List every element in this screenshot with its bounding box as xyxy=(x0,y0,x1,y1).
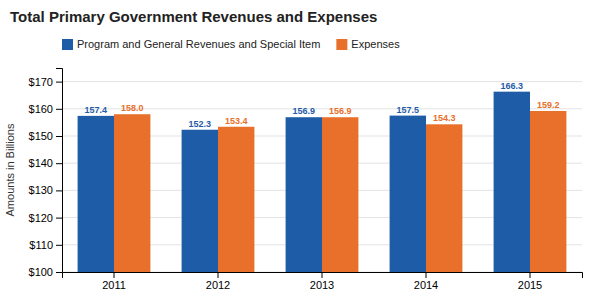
legend-swatch xyxy=(62,39,73,50)
x-tick-mark xyxy=(530,272,531,278)
y-tick: $120 xyxy=(29,212,62,224)
bar xyxy=(78,116,114,272)
x-tick-mark xyxy=(114,272,115,278)
x-tick-label: 2013 xyxy=(310,279,334,291)
y-tick-label: $110 xyxy=(29,239,53,251)
y-axis-title: Amounts in Billions xyxy=(4,123,16,216)
data-label: 154.3 xyxy=(433,113,456,123)
bar xyxy=(494,92,530,272)
x-tick-mark xyxy=(218,272,219,278)
y-tick: $130 xyxy=(29,184,62,196)
y-tick: $110 xyxy=(29,239,62,251)
y-tick-label: $100 xyxy=(29,266,53,278)
bar xyxy=(530,111,566,272)
y-axis: $100 $110 $120 $130 $140 $150 $160 $170 xyxy=(29,69,63,279)
legend: Program and General Revenues and Special… xyxy=(62,38,400,50)
x-axis: 2011 2012 2013 2014 2015 xyxy=(63,272,583,291)
y-tick: $160 xyxy=(29,103,62,115)
y-tick-label: $160 xyxy=(29,103,53,115)
x-tick-mark xyxy=(426,272,427,278)
x-tick: 2014 xyxy=(414,272,438,291)
title: Total Primary Government Revenues and Ex… xyxy=(10,8,377,25)
y-tick-mark xyxy=(56,272,62,273)
legend-item: Expenses xyxy=(336,38,400,50)
y-tick-mark xyxy=(56,136,62,137)
y-tick-mark xyxy=(56,218,62,219)
y-tick-mark xyxy=(56,82,62,83)
y-tick: $170 xyxy=(29,76,62,88)
data-label: 159.2 xyxy=(537,100,560,110)
y-tick: $100 xyxy=(29,266,62,278)
bar xyxy=(182,130,218,272)
chart: Total Primary Government Revenues and Ex… xyxy=(0,0,594,300)
legend-label: Expenses xyxy=(351,38,400,50)
y-tick: $150 xyxy=(29,130,62,142)
data-label: 156.9 xyxy=(293,106,316,116)
x-tick-label: 2014 xyxy=(414,279,438,291)
y-tick-label: $140 xyxy=(29,157,53,169)
x-axis-line xyxy=(63,273,583,279)
legend-label: Program and General Revenues and Special… xyxy=(77,38,320,50)
y-axis-line xyxy=(56,69,63,273)
y-tick-mark xyxy=(56,109,62,110)
bar xyxy=(426,124,462,272)
bar xyxy=(114,114,150,272)
grid xyxy=(62,82,582,272)
data-label: 157.5 xyxy=(397,105,420,115)
data-label: 156.9 xyxy=(329,106,352,116)
bar xyxy=(218,127,254,272)
y-tick-label: $170 xyxy=(29,76,53,88)
y-tick-label: $130 xyxy=(29,184,53,196)
y-tick-mark xyxy=(56,163,62,164)
y-tick: $140 xyxy=(29,157,62,169)
x-tick: 2011 xyxy=(102,272,126,291)
legend-swatch xyxy=(336,39,347,50)
bar xyxy=(322,117,358,272)
plot: $100 $110 $120 $130 $140 $150 $160 $170 2011 2012… xyxy=(29,69,583,291)
bar xyxy=(286,117,322,272)
data-label: 158.0 xyxy=(121,103,144,113)
data-label: 166.3 xyxy=(501,81,524,91)
bar xyxy=(390,116,426,272)
x-tick-mark xyxy=(322,272,323,278)
x-tick-label: 2011 xyxy=(102,279,126,291)
bar-series xyxy=(78,92,530,272)
data-label: 152.3 xyxy=(189,119,212,129)
y-tick-mark xyxy=(56,245,62,246)
data-labels: 157.4 152.3 156.9 157.5 166.3 158.0 153.4 156.9… xyxy=(85,81,560,129)
y-tick-mark xyxy=(56,190,62,191)
data-label: 153.4 xyxy=(225,116,248,126)
y-tick-label: $150 xyxy=(29,130,53,142)
x-tick-label: 2015 xyxy=(518,279,542,291)
x-tick-label: 2012 xyxy=(206,279,230,291)
x-tick: 2013 xyxy=(310,272,334,291)
bars xyxy=(78,92,567,272)
x-tick: 2015 xyxy=(518,272,542,291)
x-tick: 2012 xyxy=(206,272,230,291)
bar-series xyxy=(114,111,566,272)
data-label: 157.4 xyxy=(85,105,108,115)
y-tick-label: $120 xyxy=(29,212,53,224)
legend-item: Program and General Revenues and Special… xyxy=(62,38,320,50)
